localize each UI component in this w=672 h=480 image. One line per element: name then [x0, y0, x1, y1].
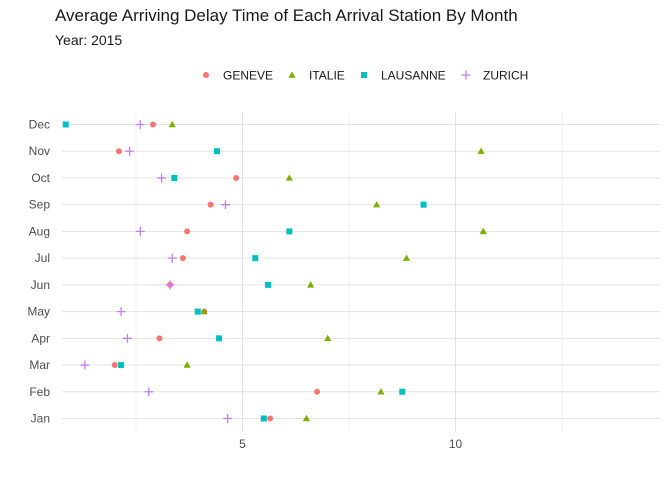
legend-label-geneve: GENEVE: [223, 69, 273, 83]
legend-key-geneve: [203, 72, 209, 78]
point-geneve: [184, 228, 191, 235]
point-geneve: [179, 255, 186, 262]
y-tick-label: Apr: [31, 331, 50, 345]
x-tick-label: 5: [239, 437, 246, 451]
point-lausanne: [286, 228, 293, 235]
point-lausanne: [265, 281, 272, 288]
point-geneve: [115, 148, 122, 155]
y-axis-labels: Jan Feb Mar Apr May Jun Jul Aug Sep Oct Nov Dec: [27, 118, 50, 426]
point-geneve: [111, 362, 118, 369]
point-geneve: [207, 201, 214, 208]
y-tick-label: Feb: [29, 385, 50, 399]
point-italie: [168, 120, 176, 128]
point-lausanne: [252, 255, 259, 262]
point-italie: [302, 414, 310, 422]
legend-key-lausanne: [361, 72, 367, 78]
y-tick-label: Dec: [29, 118, 50, 132]
point-italie: [373, 201, 381, 208]
point-geneve: [314, 388, 321, 395]
point-italie: [477, 147, 485, 154]
y-tick-label: May: [27, 305, 50, 319]
point-geneve: [233, 174, 240, 181]
chart-title: Average Arriving Delay Time of Each Arri…: [55, 6, 518, 25]
point-italie: [479, 227, 487, 235]
point-zurich: [144, 387, 154, 397]
x-tick-label: 10: [449, 437, 463, 451]
legend-key-zurich: [461, 70, 471, 80]
point-geneve: [150, 121, 157, 128]
point-zurich: [223, 414, 233, 423]
point-zurich: [135, 120, 145, 129]
point-zurich: [122, 333, 132, 343]
point-italie: [377, 388, 385, 395]
point-lausanne: [216, 335, 223, 342]
point-geneve: [156, 335, 163, 342]
point-lausanne: [118, 362, 125, 369]
legend-label-italie: ITALIE: [309, 69, 345, 83]
y-tick-label: Jun: [31, 278, 50, 292]
point-zurich: [116, 307, 126, 317]
point-lausanne: [194, 308, 201, 315]
point-zurich: [157, 173, 167, 183]
y-tick-label: Sep: [29, 198, 51, 212]
point-zurich: [220, 200, 230, 210]
point-italie: [200, 307, 208, 315]
point-zurich: [167, 253, 177, 263]
y-tick-label: Nov: [29, 144, 50, 158]
y-tick-label: Jan: [31, 412, 50, 426]
legend-label-lausanne: LAUSANNE: [381, 69, 446, 83]
point-italie: [307, 281, 315, 288]
y-tick-label: Aug: [29, 224, 50, 238]
x-axis-labels: 5 10: [239, 437, 462, 451]
point-lausanne: [420, 201, 427, 208]
chart-subtitle: Year: 2015: [55, 32, 123, 48]
point-zurich: [135, 226, 145, 236]
data-points: [62, 120, 487, 423]
y-tick-label: Mar: [29, 358, 50, 372]
point-geneve: [267, 415, 274, 422]
legend-label-zurich: ZURICH: [483, 69, 528, 83]
point-italie: [324, 334, 332, 342]
point-lausanne: [213, 148, 220, 155]
point-lausanne: [260, 415, 267, 422]
point-lausanne: [171, 174, 178, 181]
point-zurich: [165, 280, 175, 290]
point-lausanne: [62, 121, 69, 128]
point-italie: [183, 361, 191, 368]
y-tick-label: Jul: [35, 251, 50, 265]
point-zurich: [80, 360, 90, 370]
point-italie: [402, 254, 411, 261]
legend-key-italie: [288, 71, 296, 78]
point-lausanne: [399, 388, 406, 395]
y-tick-label: Oct: [31, 171, 50, 185]
point-italie: [285, 174, 293, 181]
legend: GENEVE ITALIE LAUSANNE ZURICH: [203, 69, 528, 83]
grid: [62, 112, 660, 432]
point-zurich: [125, 146, 135, 156]
